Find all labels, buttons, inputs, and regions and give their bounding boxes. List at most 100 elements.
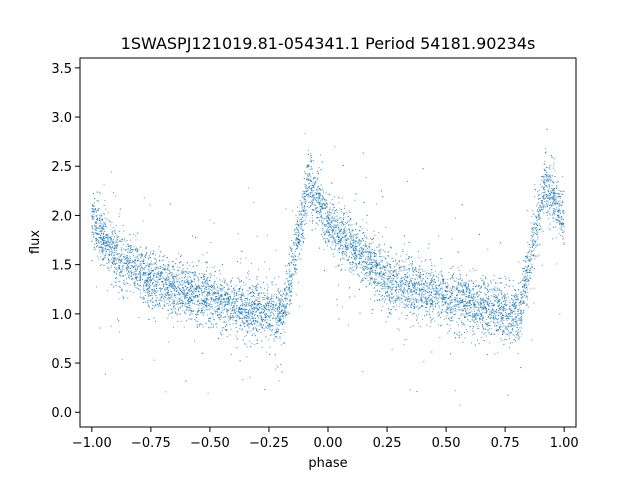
- data-point: [512, 300, 514, 302]
- data-point: [241, 303, 243, 304]
- data-point: [363, 245, 365, 247]
- data-point: [353, 247, 355, 249]
- data-point: [433, 320, 435, 322]
- data-point: [113, 266, 115, 268]
- data-point: [176, 299, 178, 301]
- data-point: [513, 295, 515, 297]
- data-point: [522, 303, 524, 304]
- data-point: [210, 298, 212, 300]
- data-point: [340, 227, 342, 229]
- data-point: [320, 220, 322, 222]
- data-point: [348, 220, 350, 222]
- data-point: [378, 250, 380, 252]
- data-point: [261, 312, 263, 314]
- data-point: [511, 317, 513, 319]
- data-point: [227, 296, 229, 298]
- data-point: [518, 338, 520, 340]
- data-point: [539, 211, 541, 213]
- data-point: [297, 281, 299, 283]
- data-point: [545, 204, 547, 206]
- data-point: [454, 301, 456, 303]
- data-point: [498, 294, 500, 296]
- data-point: [284, 290, 286, 291]
- data-point: [156, 280, 158, 282]
- data-point: [488, 323, 490, 325]
- data-point: [519, 327, 521, 329]
- data-point: [465, 304, 466, 306]
- data-point: [539, 183, 541, 185]
- data-point: [109, 240, 111, 242]
- data-point: [270, 323, 272, 325]
- data-point: [249, 287, 251, 289]
- data-point: [317, 224, 319, 226]
- data-point: [548, 185, 550, 187]
- data-point: [126, 266, 127, 268]
- data-point: [346, 222, 348, 224]
- data-point: [264, 315, 266, 317]
- data-point: [549, 175, 551, 177]
- data-point: [527, 298, 529, 300]
- data-point: [371, 312, 373, 314]
- data-point: [221, 302, 223, 304]
- data-point: [164, 255, 166, 257]
- data-point: [353, 236, 355, 238]
- data-point: [519, 293, 521, 295]
- data-point: [472, 314, 473, 316]
- data-point: [183, 312, 185, 314]
- data-point: [328, 223, 330, 225]
- data-point: [517, 324, 518, 326]
- data-point: [349, 219, 351, 221]
- data-point: [269, 309, 270, 311]
- data-point: [142, 261, 144, 263]
- data-point: [197, 284, 199, 286]
- data-point: [177, 313, 179, 315]
- data-point: [495, 299, 497, 301]
- data-point: [552, 213, 554, 215]
- data-point: [390, 286, 392, 288]
- data-point: [95, 227, 97, 229]
- data-point: [389, 311, 391, 313]
- data-point: [299, 210, 301, 212]
- data-point: [467, 315, 469, 317]
- data-point: [431, 285, 433, 287]
- data-point: [423, 287, 425, 289]
- data-point: [509, 322, 511, 324]
- data-point: [250, 303, 252, 305]
- data-point: [165, 280, 166, 282]
- data-point: [119, 272, 120, 274]
- data-point: [246, 302, 248, 304]
- data-point: [527, 241, 529, 243]
- data-point: [240, 325, 242, 327]
- data-point: [271, 333, 273, 335]
- data-point: [102, 227, 104, 228]
- data-point: [489, 333, 491, 335]
- data-point: [517, 296, 519, 298]
- data-point: [437, 288, 439, 290]
- data-point: [233, 316, 235, 318]
- data-point: [509, 305, 510, 307]
- data-point: [305, 203, 306, 205]
- data-point: [295, 238, 297, 240]
- data-point: [207, 291, 209, 293]
- data-point: [210, 327, 212, 329]
- data-point: [275, 368, 276, 370]
- data-point: [487, 283, 489, 285]
- data-point: [149, 300, 151, 302]
- data-point: [327, 203, 328, 205]
- data-point: [538, 254, 540, 256]
- data-point: [476, 306, 478, 308]
- data-point: [422, 296, 424, 298]
- data-point: [418, 299, 420, 301]
- data-point: [460, 285, 462, 287]
- data-point: [483, 306, 485, 308]
- data-point: [104, 247, 106, 249]
- data-point: [169, 312, 171, 314]
- data-point: [509, 347, 510, 349]
- data-point: [537, 236, 539, 238]
- data-point: [561, 229, 563, 231]
- data-point: [416, 315, 418, 317]
- data-point: [218, 292, 220, 294]
- data-point: [285, 208, 287, 210]
- data-point: [556, 185, 558, 186]
- data-point: [117, 258, 119, 260]
